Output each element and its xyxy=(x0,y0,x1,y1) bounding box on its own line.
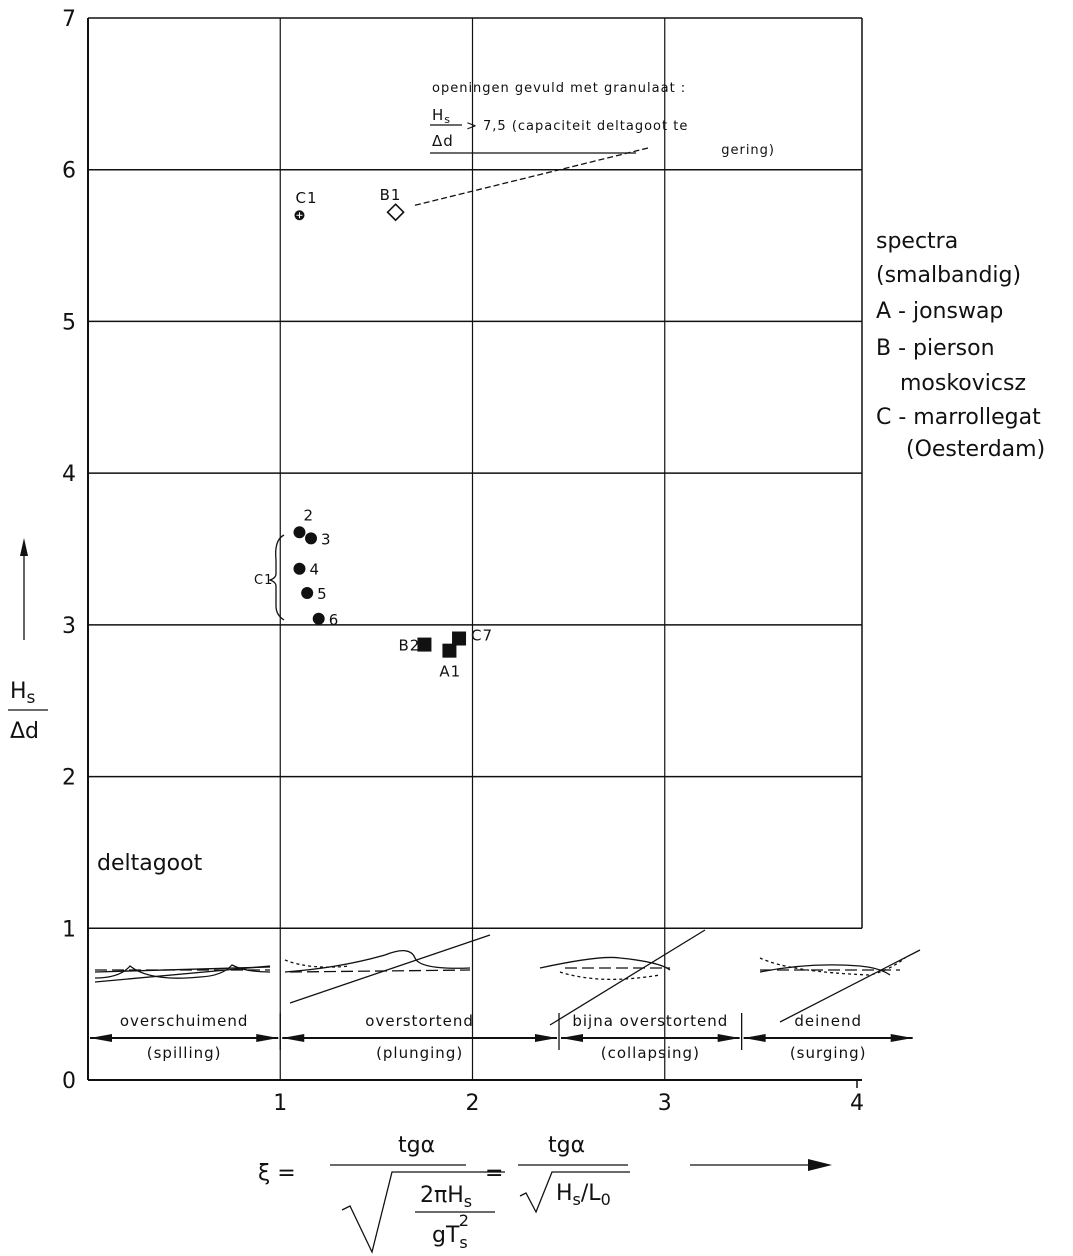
x-tick-label: 3 xyxy=(658,1091,672,1116)
point xyxy=(417,637,432,652)
y-label-num: Hs xyxy=(10,679,36,708)
breaker-english: (plunging) xyxy=(376,1044,463,1062)
legend-text: moskovicsz xyxy=(900,371,1026,396)
y-tick-label: 2 xyxy=(62,766,76,791)
annotation-h: H xyxy=(432,106,444,124)
wave-sketches xyxy=(94,929,921,1026)
point-label: 5 xyxy=(317,585,328,603)
y-tick-label: 4 xyxy=(62,462,76,487)
breaker-arrow-head xyxy=(890,1034,913,1042)
breaker-name: bijna overstortend xyxy=(572,1012,728,1030)
legend-text: spectra xyxy=(876,229,958,254)
annotation-line: openingen gevuld met granulaat : xyxy=(432,81,686,96)
annotation-fraction-num: Hs xyxy=(432,106,451,126)
breaker-arrow-head xyxy=(535,1034,558,1042)
x-label-den: Hs/L0 xyxy=(556,1181,611,1209)
legend-text: B - pierson xyxy=(876,336,995,361)
breaker-name: overschuimend xyxy=(120,1012,249,1030)
y-label-h: H xyxy=(10,679,27,704)
y-tick-label: 7 xyxy=(62,7,76,32)
point-cross xyxy=(296,212,303,219)
legend-text: A - jonswap xyxy=(876,299,1003,324)
x-label-xi: ξ = xyxy=(258,1161,296,1186)
x-label-part: gT xyxy=(432,1223,460,1248)
point-label: A1 xyxy=(439,663,461,681)
breaker-english: (spilling) xyxy=(147,1044,222,1062)
x-tick-label: 2 xyxy=(466,1091,480,1116)
x-label-num: tgα xyxy=(548,1133,585,1158)
y-tick-label: 0 xyxy=(62,1069,76,1094)
y-tick-label: 6 xyxy=(62,159,76,184)
point xyxy=(312,612,325,625)
x-label-num: tgα xyxy=(398,1133,435,1158)
annotation-line: gering) xyxy=(721,143,775,158)
breaker-arrow-head xyxy=(561,1034,584,1042)
annotation-sub: s xyxy=(444,113,451,126)
x-tick-label: 1 xyxy=(273,1091,287,1116)
point-label: B2 xyxy=(398,637,420,655)
breaker-name: deinend xyxy=(794,1012,862,1030)
x-tick-label: 4 xyxy=(850,1091,864,1116)
x-label-den-top: 2πHs xyxy=(420,1183,472,1211)
point xyxy=(301,586,314,599)
point xyxy=(305,532,318,545)
y-tick-label: 5 xyxy=(62,310,76,335)
x-arrow-head xyxy=(808,1159,832,1171)
breaker-arrow-head xyxy=(717,1034,740,1042)
x-label-eq: = xyxy=(485,1161,503,1186)
legend-text: (Oesterdam) xyxy=(906,437,1045,462)
breaker-english: (collapsing) xyxy=(601,1044,700,1062)
x-label-part: /L xyxy=(581,1181,601,1206)
point xyxy=(452,631,467,646)
y-tick-label: 1 xyxy=(62,917,76,942)
breaker-arrow-head xyxy=(90,1034,112,1042)
legend: spectra (smalbandig) A - jonswap B - pierso… xyxy=(876,229,1045,462)
x-label-sub: 0 xyxy=(601,1190,611,1209)
point-label: 6 xyxy=(329,611,340,629)
x-label-root xyxy=(341,1171,505,1254)
legend-text: (smalbandig) xyxy=(876,263,1021,288)
annotation-fraction-den: Δd xyxy=(432,132,454,150)
point xyxy=(293,562,306,575)
point xyxy=(386,203,405,222)
x-label-part: H xyxy=(556,1181,573,1206)
breaker-arrow-head xyxy=(282,1034,305,1042)
point-label: B1 xyxy=(380,186,402,204)
annotation-leader xyxy=(411,147,649,207)
x-label-root xyxy=(519,1171,630,1214)
point-label: 4 xyxy=(309,561,320,579)
point-label: 2 xyxy=(303,506,314,524)
point-label: C7 xyxy=(471,627,493,645)
group-label: C1 xyxy=(254,573,273,588)
y-tick-label: 3 xyxy=(62,614,76,639)
y-label-den: Δd xyxy=(10,719,39,744)
point-label: 3 xyxy=(321,530,332,548)
point-label: C1 xyxy=(295,189,317,207)
breaker-name: overstortend xyxy=(365,1012,474,1030)
region-label: deltagoot xyxy=(97,851,203,876)
x-label-sub: s xyxy=(464,1192,472,1211)
point xyxy=(442,643,457,658)
legend-text: C - marrollegat xyxy=(876,405,1041,430)
x-label-den-bottom: gTs 2 xyxy=(432,1211,469,1252)
x-label-sup: 2 xyxy=(459,1211,469,1230)
x-label-sub: s xyxy=(573,1190,581,1209)
breaker-arrow-head xyxy=(256,1034,279,1042)
breaker-arrow-head xyxy=(743,1034,766,1042)
y-arrow-head xyxy=(20,538,28,556)
group-brace xyxy=(267,534,285,621)
breaker-english: (surging) xyxy=(790,1044,867,1062)
x-label-sub: s xyxy=(459,1233,467,1252)
point xyxy=(293,526,306,539)
annotation-line: > 7,5 (capaciteit deltagoot te xyxy=(466,119,688,134)
y-label-sub: s xyxy=(27,688,36,708)
x-label-part: 2πH xyxy=(420,1183,464,1208)
